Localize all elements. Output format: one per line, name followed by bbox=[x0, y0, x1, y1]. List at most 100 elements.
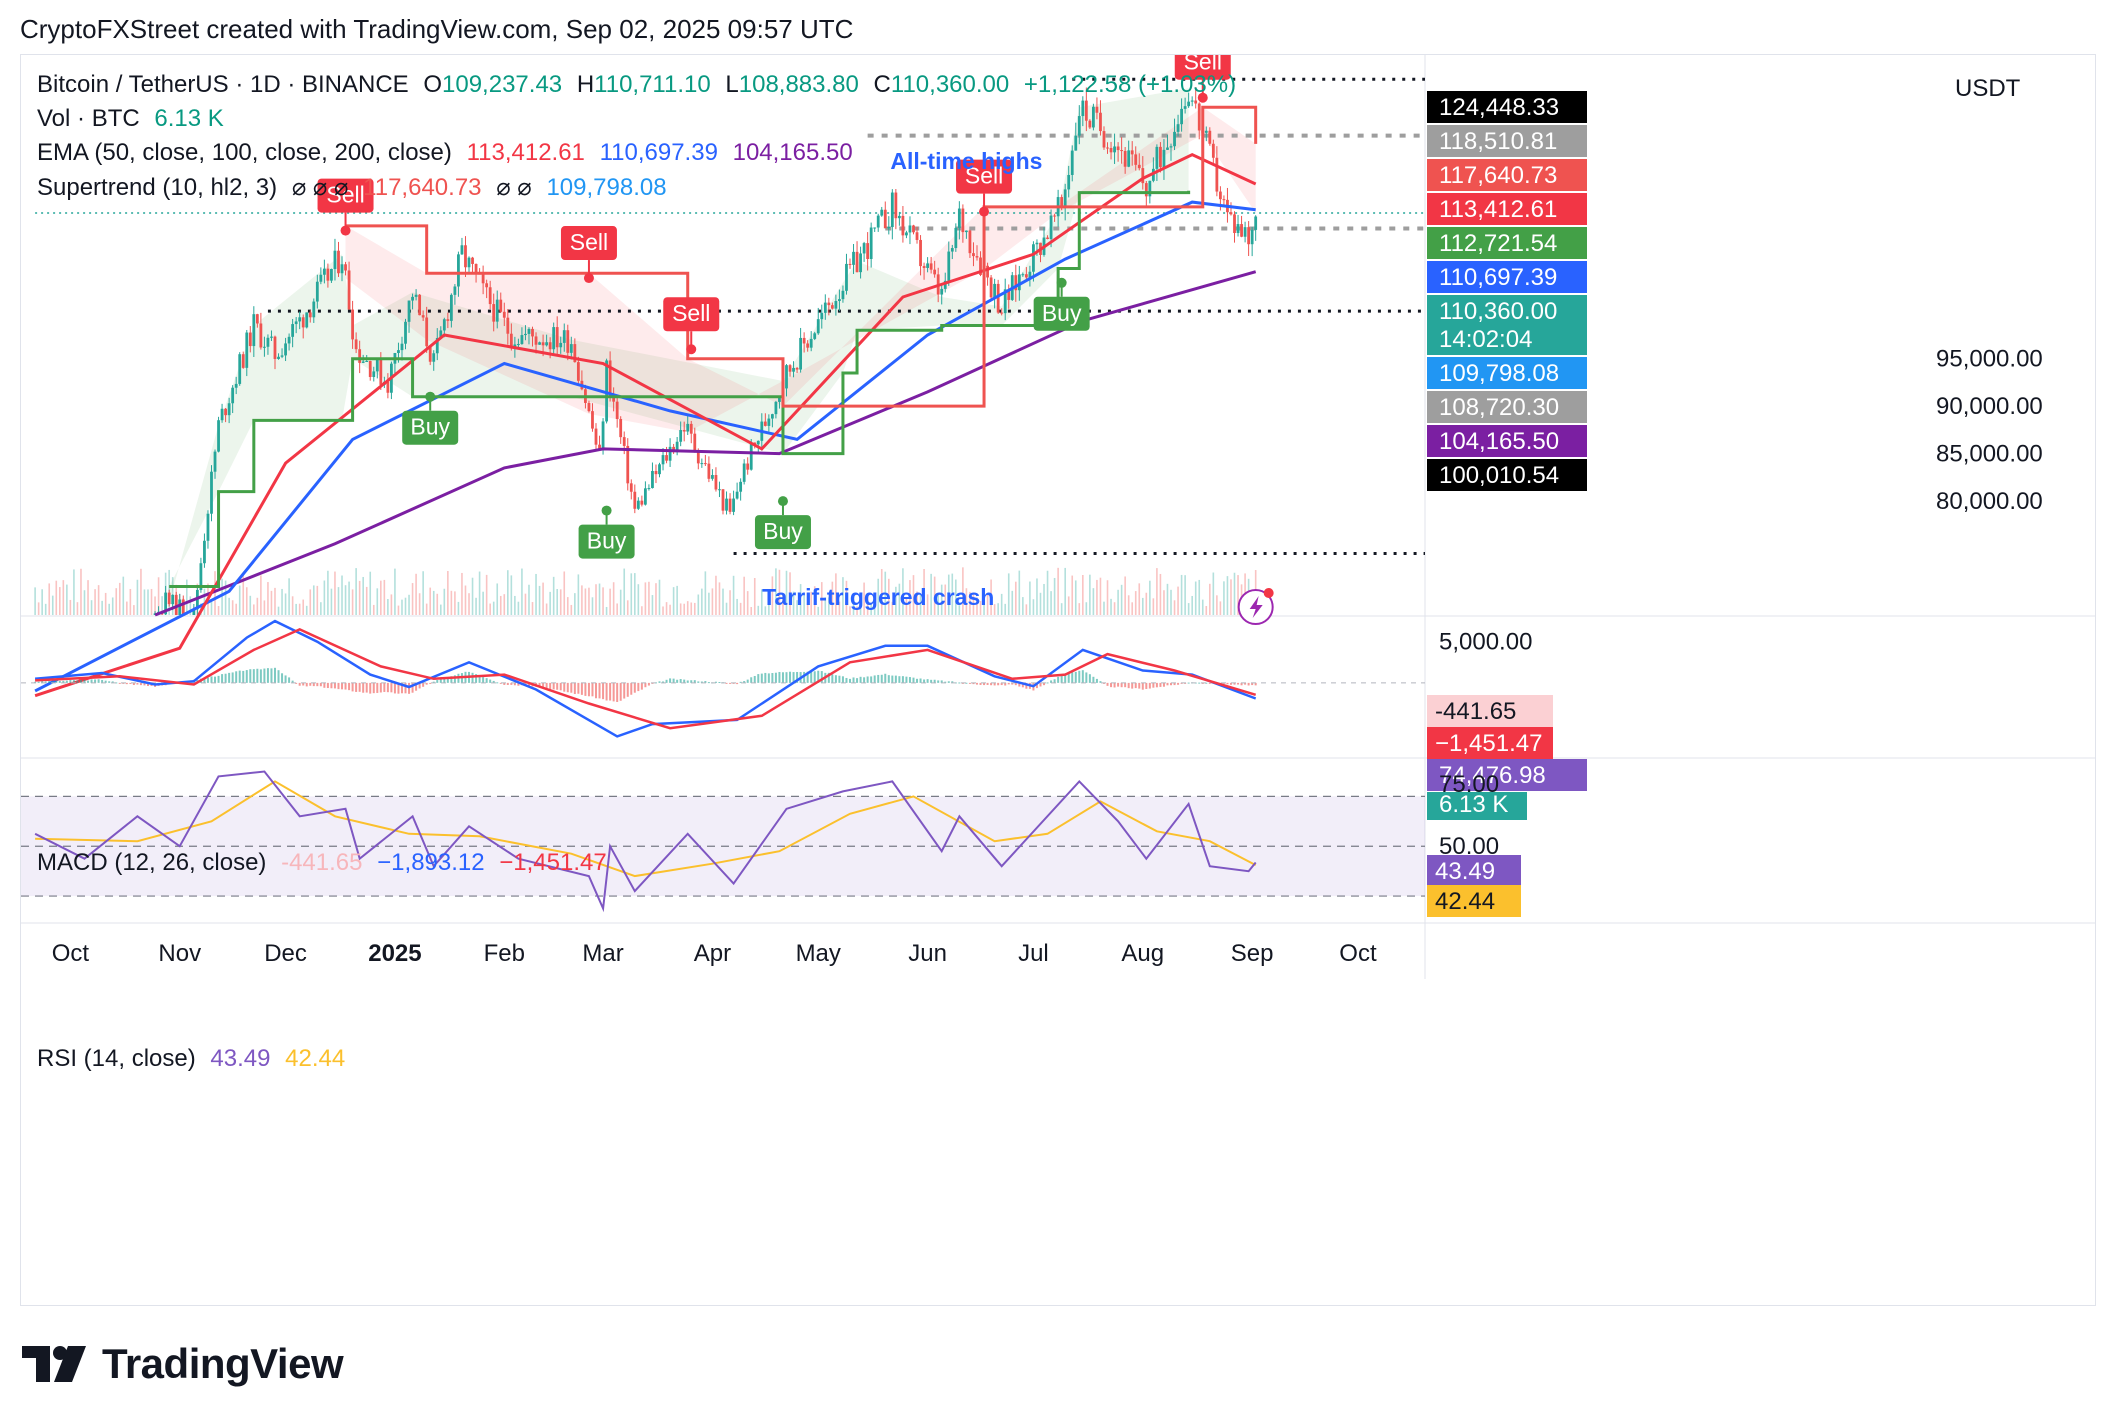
candle-body bbox=[1116, 146, 1120, 151]
volume-bar bbox=[274, 587, 276, 615]
volume-bar bbox=[1187, 603, 1190, 615]
volume-bar bbox=[619, 589, 622, 615]
candle-body bbox=[1123, 150, 1127, 167]
ema-legend[interactable]: EMA (50, close, 100, close, 200, close) … bbox=[37, 139, 861, 167]
candle-body bbox=[1173, 131, 1176, 147]
price-axis-label-bg bbox=[1427, 792, 1527, 820]
macd-histogram-bar bbox=[559, 682, 562, 691]
macd-histogram-bar bbox=[429, 682, 432, 684]
candle-body bbox=[1032, 244, 1035, 272]
open-value: 109,237.43 bbox=[442, 71, 563, 98]
candle-body bbox=[312, 301, 316, 318]
macd-histogram-bar bbox=[637, 682, 640, 692]
candle-body bbox=[1063, 189, 1067, 208]
macd-line bbox=[34, 619, 1257, 738]
macd-histogram-bar bbox=[404, 682, 407, 694]
volume-legend[interactable]: Vol · BTC 6.13 K bbox=[37, 105, 232, 133]
chart-canvas[interactable]: SellBuySellBuySellBuySellBuySellAll-time… bbox=[21, 45, 2095, 1305]
macd-histogram-bar bbox=[1025, 682, 1028, 689]
volume-bar bbox=[327, 570, 329, 615]
macd-histogram-bar bbox=[848, 678, 851, 683]
volume-bar bbox=[1138, 583, 1141, 615]
volume-bar bbox=[1198, 579, 1201, 615]
volume-bar bbox=[439, 604, 442, 615]
macd-histogram-bar bbox=[83, 679, 86, 683]
macd-histogram-bar bbox=[101, 679, 104, 683]
candle-body bbox=[1021, 274, 1025, 276]
tradingview-logo-icon bbox=[22, 1346, 86, 1382]
volume-bar bbox=[147, 589, 149, 615]
candle-body bbox=[234, 383, 238, 388]
volume-bar bbox=[644, 582, 647, 615]
macd-histogram-bar bbox=[859, 676, 862, 683]
symbol-label[interactable]: Bitcoin / TetherUS · 1D · BINANCE bbox=[37, 71, 409, 98]
volume-bar bbox=[1071, 575, 1074, 615]
candle-body bbox=[996, 283, 1000, 313]
candle-body bbox=[1035, 242, 1039, 245]
candle-body bbox=[509, 333, 513, 349]
candle-body bbox=[277, 356, 280, 359]
price-axis-label: 108,720.30 bbox=[1439, 394, 1559, 421]
volume-bar bbox=[122, 576, 125, 615]
volume-bar bbox=[820, 582, 823, 615]
macd-histogram-bar bbox=[598, 682, 601, 699]
volume-bar bbox=[111, 597, 114, 615]
signal-dot bbox=[425, 391, 436, 402]
macd-histogram-bar bbox=[785, 672, 788, 683]
candle-body bbox=[1113, 146, 1116, 153]
volume-bar bbox=[648, 581, 650, 615]
volume-bar bbox=[358, 580, 361, 615]
volume-bar bbox=[270, 590, 273, 615]
macd-histogram-bar bbox=[707, 682, 710, 684]
candle-body bbox=[894, 192, 898, 219]
volume-bar bbox=[1099, 577, 1102, 615]
macd-histogram-bar bbox=[877, 674, 880, 683]
candle-body bbox=[245, 332, 249, 368]
low-value: 108,883.80 bbox=[738, 71, 859, 98]
macd-histogram-bar bbox=[729, 682, 732, 684]
macd-histogram-bar bbox=[834, 675, 837, 683]
candle-body bbox=[1060, 197, 1064, 208]
candle-body bbox=[301, 317, 305, 328]
candle-body bbox=[442, 319, 446, 331]
macd-histogram-bar bbox=[863, 677, 866, 683]
macd-histogram-bar bbox=[1117, 682, 1120, 687]
macd-histogram-bar bbox=[852, 677, 855, 683]
candle-body bbox=[238, 354, 242, 384]
rsi-legend[interactable]: RSI (14, close) 43.49 42.44 bbox=[37, 1045, 353, 1073]
macd-histogram-bar bbox=[1085, 672, 1088, 683]
candle-body bbox=[905, 232, 908, 236]
volume-bar bbox=[955, 579, 957, 615]
volume-bar bbox=[542, 582, 544, 615]
macd-histogram-bar bbox=[1095, 678, 1098, 683]
volume-bar bbox=[1022, 597, 1024, 615]
macd-histogram-bar bbox=[1021, 682, 1024, 688]
volume-bar bbox=[799, 584, 802, 615]
volume-bar bbox=[746, 591, 749, 615]
macd-legend[interactable]: MACD (12, 26, close) -441.65 −1,893.12 −… bbox=[37, 849, 615, 877]
volume-bar bbox=[1074, 580, 1077, 615]
volume-bar bbox=[450, 590, 453, 615]
candle-body bbox=[330, 269, 333, 281]
macd-histogram-bar bbox=[1240, 682, 1243, 686]
candle-body bbox=[943, 280, 947, 289]
volume-label: Vol · BTC bbox=[37, 105, 140, 132]
sell-signal-label: Sell bbox=[326, 182, 364, 208]
currency-label[interactable]: USDT bbox=[1955, 75, 2021, 102]
macd-histogram-bar bbox=[923, 679, 926, 683]
candle-body bbox=[305, 312, 309, 328]
candle-body bbox=[255, 314, 259, 324]
macd-histogram-bar bbox=[221, 674, 224, 683]
supertrend-up-value: 117,640.73 bbox=[363, 174, 482, 201]
price-axis-label-bg bbox=[1427, 193, 1587, 225]
volume-bar bbox=[937, 593, 939, 615]
price-axis-label-bg bbox=[1427, 357, 1587, 389]
macd-histogram-bar bbox=[743, 681, 746, 683]
volume-bar bbox=[877, 578, 880, 615]
tradingview-brand: TradingView bbox=[22, 1340, 344, 1388]
supertrend-legend[interactable]: Supertrend (10, hl2, 3) ⌀ ⌀ ⌀ 117,640.73… bbox=[37, 173, 675, 202]
volume-bar bbox=[383, 579, 386, 615]
candle-body bbox=[531, 328, 534, 337]
volume-bar bbox=[376, 588, 379, 615]
volume-bar bbox=[591, 597, 594, 615]
